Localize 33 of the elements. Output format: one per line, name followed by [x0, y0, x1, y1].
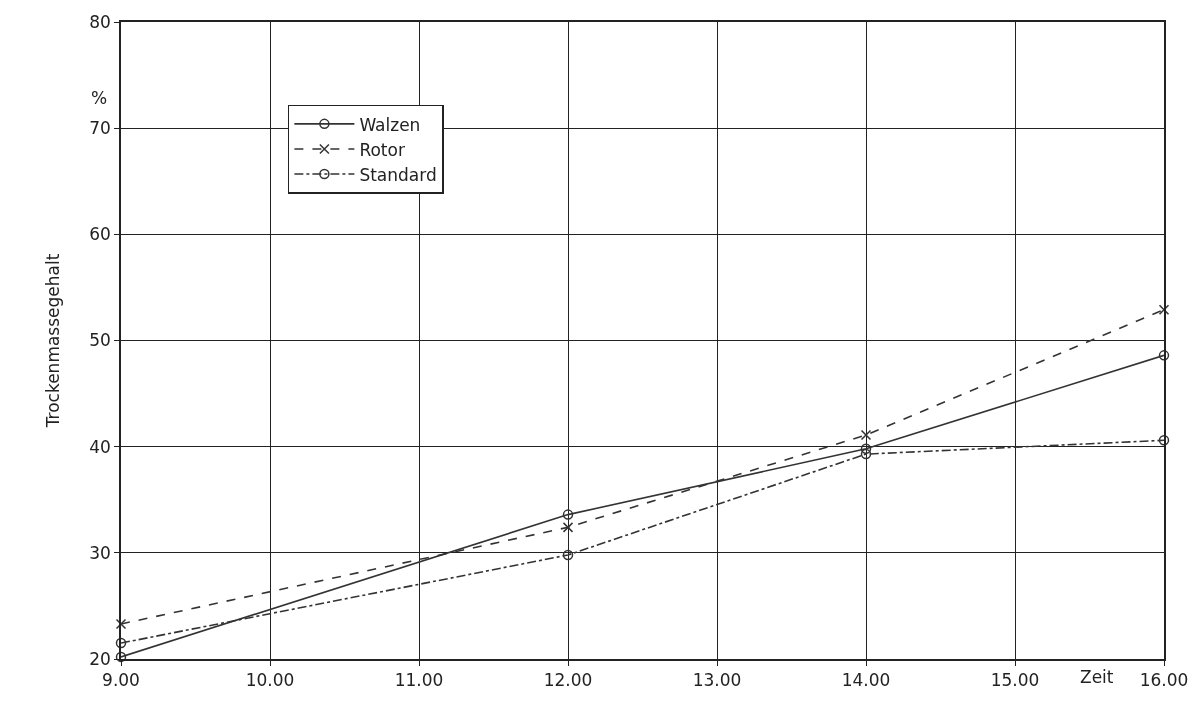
y-tick-label: 70	[89, 118, 111, 139]
point	[860, 443, 872, 455]
x-tick-label: 9.00	[102, 670, 140, 691]
x-tick-label: 13.00	[692, 670, 742, 691]
point	[860, 448, 872, 460]
y-tick-label: 30	[89, 542, 111, 563]
text: %	[91, 88, 108, 108]
x-tick-label: 12.00	[543, 670, 593, 691]
x-tick-label: 15.00	[990, 670, 1040, 691]
x-tick-label: 16.00	[1139, 670, 1189, 691]
point	[562, 549, 574, 561]
legend-label: Walzen	[359, 114, 421, 135]
x-tick-label: 10.00	[245, 670, 295, 691]
y-tick-label: 80	[89, 11, 111, 32]
x-tick-label: 14.00	[841, 670, 891, 691]
y-tick-label: 20	[89, 648, 111, 669]
y-tick-label: 40	[89, 436, 111, 457]
y-axis-title: Trockenmassegehalt	[43, 253, 64, 429]
point	[1158, 435, 1170, 446]
point	[115, 618, 127, 630]
y-tick-label: 50	[89, 330, 111, 351]
point	[860, 429, 872, 441]
point	[115, 637, 127, 649]
x-tick-label: 11.00	[394, 670, 444, 691]
y-tick-label: 60	[89, 224, 111, 245]
legend-label: Standard	[359, 164, 437, 185]
legend-label: Rotor	[359, 139, 405, 160]
point	[1158, 350, 1170, 361]
point	[562, 509, 574, 520]
x-axis-title: Zeit	[1080, 667, 1114, 687]
point	[115, 651, 127, 663]
point	[562, 522, 574, 533]
point	[1158, 304, 1170, 315]
